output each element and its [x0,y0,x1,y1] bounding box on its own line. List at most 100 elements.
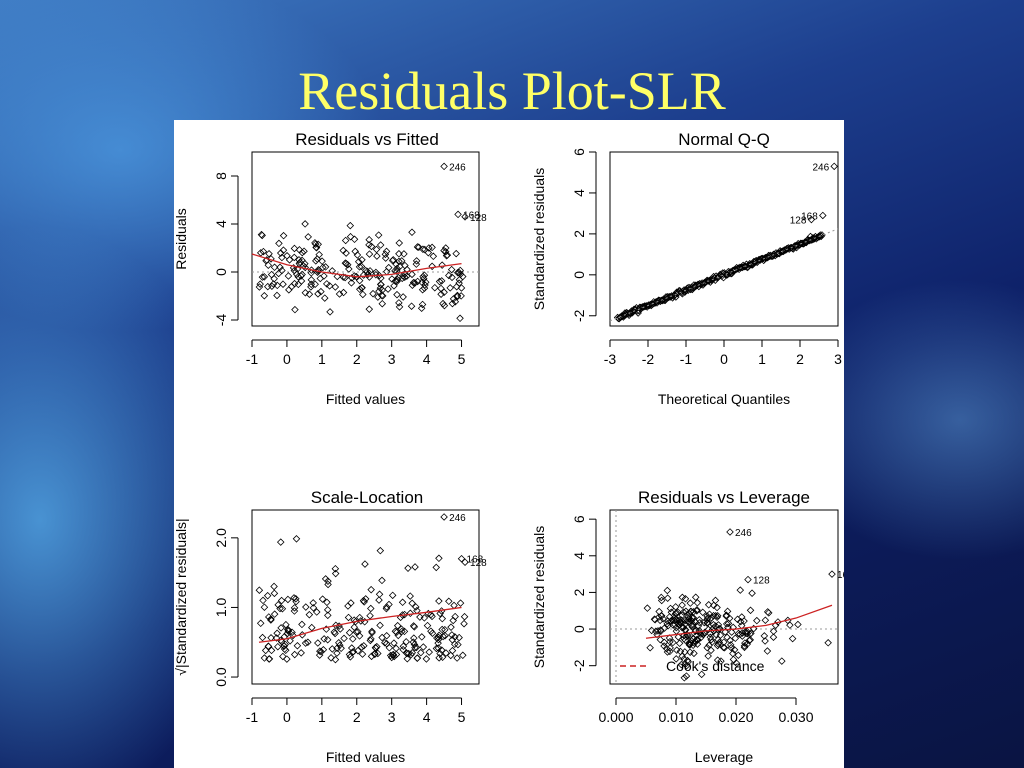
data-point [316,274,325,283]
data-point [378,291,386,300]
data-point [406,592,414,600]
data-point [616,313,624,322]
data-point [255,586,264,594]
data-point [399,645,407,654]
data-point [342,259,351,268]
data-points [255,220,467,323]
plot-frame [251,151,480,327]
data-point [678,593,687,602]
data-point [301,289,310,297]
data-point [456,314,464,323]
data-point [382,603,391,611]
plot-frame [609,509,839,685]
data-point [399,293,407,301]
y-axis-label: Standardized residuals [531,168,547,310]
data-point [418,633,426,641]
data-point [688,621,696,630]
data-point [315,250,323,259]
data-point [732,659,741,668]
point-label: 128 [470,213,487,224]
chart-title: Residuals vs Fitted [295,130,439,149]
smooth-line [251,253,462,278]
data-point [320,272,328,280]
plot-frame [251,509,480,685]
x-tick-label: 3 [834,351,842,367]
data-point [672,646,681,654]
data-point [432,644,441,653]
data-point [431,283,439,292]
data-point [802,238,811,247]
data-point [279,231,288,240]
data-point [290,244,299,253]
x-tick-label: 4 [423,351,431,367]
data-point [656,635,665,644]
data-point [367,635,375,643]
data-point [298,620,306,629]
data-point [400,627,409,636]
data-point [434,639,442,647]
point-label: 168 [467,555,484,566]
data-point [712,630,720,639]
data-point [627,307,636,315]
data-point [263,591,272,600]
chart-3: Scale-Location -1 0 1 2 3 4 5 0.0 1.0 2.0 Fitted va… [174,488,487,765]
x-tick-label: 2 [353,709,361,725]
data-point [440,288,448,297]
data-point [415,243,423,251]
data-point [688,623,696,631]
data-point [412,260,421,268]
data-point [291,305,299,314]
data-point [368,627,376,636]
data-point [331,569,340,578]
data-point [753,616,761,625]
data-point [392,644,400,653]
data-point [341,273,349,282]
data-point [377,280,385,289]
data-point [292,597,300,606]
chart-1: Residuals vs Fitted -1 0 1 2 3 4 5 -4 0 4 8 Fitted v… [174,130,487,407]
data-point [399,642,408,651]
data-point [714,635,722,644]
data-point [410,634,418,642]
data-point [353,251,362,259]
data-point [705,641,713,649]
data-point [400,273,409,281]
x-tick-label: -1 [246,709,259,725]
data-point [403,654,412,663]
data-point [274,269,283,278]
data-point [367,652,376,661]
data-point [308,623,316,632]
data-point [665,613,674,621]
data-point [447,265,456,274]
data-point [763,647,772,655]
data-point [456,599,465,607]
data-point [359,596,368,605]
y-tick-label: 6 [571,515,587,523]
data-point [318,595,327,603]
data-point [695,616,704,624]
data-point [729,655,738,664]
data-point [660,642,668,650]
data-point [447,623,455,631]
data-point [385,644,394,652]
data-point [289,631,297,640]
data-point [355,263,364,271]
point-label: 168 [837,570,844,581]
data-points [643,586,832,682]
data-point [374,649,382,658]
data-point [441,625,449,634]
x-tick-label: -3 [604,351,617,367]
data-point [643,604,652,612]
labeled-point [726,528,734,536]
data-point [372,245,381,254]
data-point [359,290,367,299]
data-point [357,262,366,271]
data-point [357,643,366,651]
data-point [647,626,656,635]
data-point [283,252,291,260]
data-point [369,289,377,298]
data-point [409,278,418,287]
data-point [321,263,330,271]
data-point [666,617,675,626]
data-point [290,253,299,262]
